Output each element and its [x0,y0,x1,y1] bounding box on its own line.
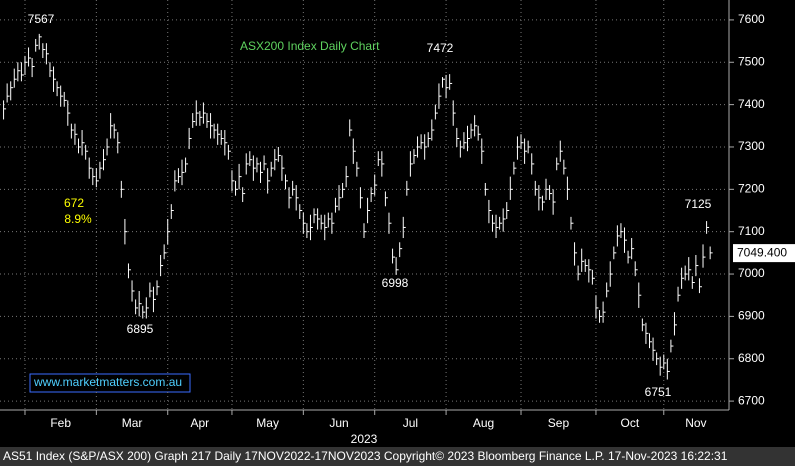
x-axis-label: 2023 [351,432,378,446]
annotation: 8.9% [64,212,92,226]
x-tick-label: Aug [473,416,494,430]
last-price-box [733,244,795,263]
y-tick-label: 6700 [738,393,765,407]
last-price-label: 7049.400 [737,245,787,259]
x-tick-label: Oct [621,416,640,430]
y-tick-label: 7400 [738,97,765,111]
annotation: 672 [64,196,84,210]
chart-title: ASX200 Index Daily Chart [240,39,380,53]
x-tick-label: Jul [403,416,418,430]
annotation: 7567 [28,12,55,26]
y-tick-label: 7000 [738,266,765,280]
x-tick-label: Feb [50,416,71,430]
y-tick-label: 7200 [738,182,765,196]
annotation: 7125 [685,197,712,211]
annotation: 6751 [645,385,672,399]
x-tick-label: Sep [548,416,570,430]
annotation: 7472 [427,41,454,55]
annotation: 6895 [127,322,154,336]
x-tick-label: May [256,416,279,430]
footer: AS51 Index (S&P/ASX 200) Graph 217 Daily… [3,449,728,463]
annotation: 6998 [382,276,409,290]
y-tick-label: 7500 [738,54,765,68]
x-tick-label: Nov [685,416,706,430]
footer-bar [0,447,795,466]
y-tick-label: 6800 [738,351,765,365]
y-tick-label: 7300 [738,139,765,153]
y-tick-label: 7600 [738,12,765,26]
y-tick-label: 7100 [738,224,765,238]
watermark-box [29,373,191,393]
x-tick-label: Mar [122,416,143,430]
watermark: www.marketmatters.com.au [33,375,182,389]
x-tick-label: Jun [329,416,348,430]
y-tick-label: 6900 [738,309,765,323]
x-tick-label: Apr [190,416,209,430]
